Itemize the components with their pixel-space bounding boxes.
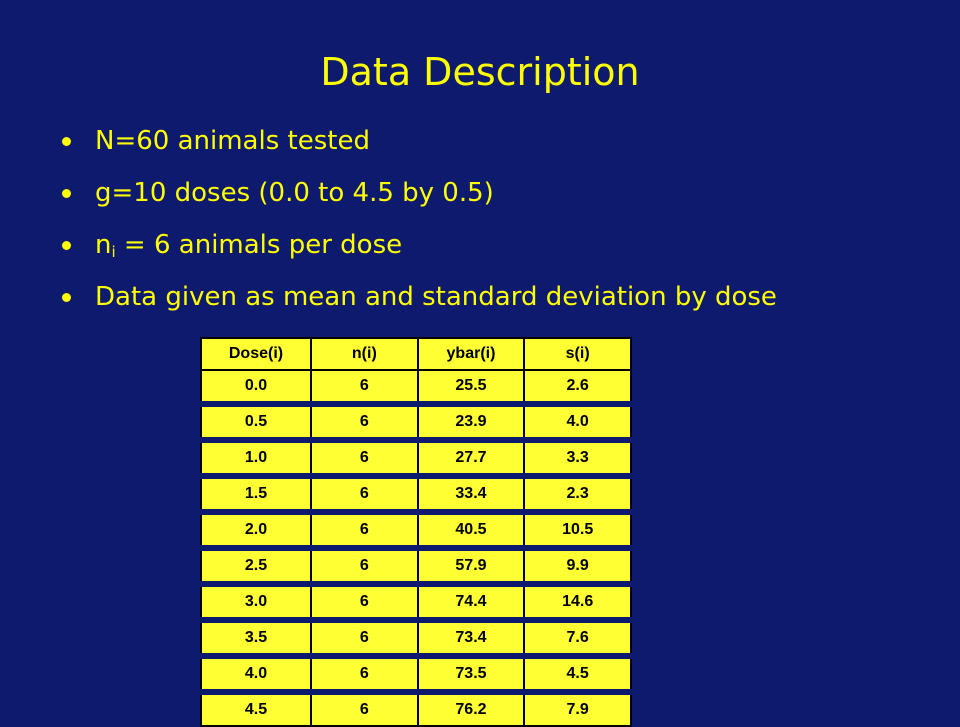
bullet-dot-icon — [62, 137, 71, 146]
bullet-text: g=10 doses (0.0 to 4.5 by 0.5) — [95, 178, 494, 208]
table-row: 1.5 6 33.4 2.3 — [200, 473, 632, 513]
table-cell: 73.5 — [416, 653, 526, 693]
table-row: 3.5 6 73.4 7.6 — [200, 617, 632, 657]
bullet-list: N=60 animals tested g=10 doses (0.0 to 4… — [62, 118, 777, 326]
table-cell: 7.6 — [523, 617, 632, 657]
table-cell: 6 — [310, 653, 419, 693]
table-cell: 27.7 — [416, 437, 526, 477]
table-cell: 4.0 — [200, 653, 312, 693]
table-cell: 6 — [310, 689, 419, 727]
table-cell: 6 — [310, 473, 419, 513]
bullet-dot-icon — [62, 241, 71, 250]
table-cell: 2.5 — [200, 545, 312, 585]
table-cell: 74.4 — [416, 581, 526, 621]
bullet-item: ni = 6 animals per dose — [62, 222, 777, 274]
slide-title: Data Description — [320, 50, 640, 94]
bullet-text-suffix: = 6 animals per dose — [115, 230, 403, 260]
table-row: 4.0 6 73.5 4.5 — [200, 653, 632, 693]
table-cell: 76.2 — [416, 689, 526, 727]
table-cell: 2.0 — [200, 509, 312, 549]
table-cell: 6 — [310, 581, 419, 621]
bullet-text-prefix: n — [95, 230, 112, 260]
table-cell: 25.5 — [416, 369, 526, 405]
table-row: 1.0 6 27.7 3.3 — [200, 437, 632, 477]
table-cell: 57.9 — [416, 545, 526, 585]
table-cell: 6 — [310, 617, 419, 657]
table-cell: 10.5 — [523, 509, 632, 549]
table-row: 2.5 6 57.9 9.9 — [200, 545, 632, 585]
table-row: 2.0 6 40.5 10.5 — [200, 509, 632, 549]
table-cell: 3.5 — [200, 617, 312, 657]
table-cell: 33.4 — [416, 473, 526, 513]
dose-table-container: Dose(i) n(i) ybar(i) s(i) 0.0 6 25.5 2.6 0.5 6 23… — [200, 337, 632, 727]
table-cell: 6 — [310, 509, 419, 549]
table-cell: 7.9 — [523, 689, 632, 727]
table-cell: 4.5 — [200, 689, 312, 727]
table-cell: 0.0 — [200, 369, 312, 405]
table-cell: 0.5 — [200, 401, 312, 441]
table-cell: 3.3 — [523, 437, 632, 477]
bullet-item: N=60 animals tested — [62, 118, 777, 170]
table-cell: 2.6 — [523, 369, 632, 405]
table-cell: 9.9 — [523, 545, 632, 585]
bullet-dot-icon — [62, 189, 71, 198]
column-header: s(i) — [523, 337, 632, 371]
column-header: ybar(i) — [416, 337, 526, 371]
bullet-text: N=60 animals tested — [95, 126, 370, 156]
dose-table: Dose(i) n(i) ybar(i) s(i) 0.0 6 25.5 2.6 0.5 6 23… — [200, 337, 632, 727]
table-row: 0.0 6 25.5 2.6 — [200, 369, 632, 405]
table-cell: 1.5 — [200, 473, 312, 513]
table-row: 3.0 6 74.4 14.6 — [200, 581, 632, 621]
table-cell: 14.6 — [523, 581, 632, 621]
bullet-text: Data given as mean and standard deviatio… — [95, 282, 777, 312]
bullet-text-subscript: i — [111, 243, 116, 261]
table-cell: 1.0 — [200, 437, 312, 477]
table-header-row: Dose(i) n(i) ybar(i) s(i) — [200, 337, 632, 371]
column-header: n(i) — [310, 337, 419, 371]
table-cell: 2.3 — [523, 473, 632, 513]
table-row: 4.5 6 76.2 7.9 — [200, 689, 632, 727]
table-row: 0.5 6 23.9 4.0 — [200, 401, 632, 441]
table-cell: 4.0 — [523, 401, 632, 441]
table-cell: 6 — [310, 437, 419, 477]
column-header: Dose(i) — [200, 337, 312, 371]
table-cell: 6 — [310, 545, 419, 585]
table-body: 0.0 6 25.5 2.6 0.5 6 23.9 4.0 1.0 6 27.7 3.3 1.5 6 33.… — [200, 369, 632, 727]
bullet-item: g=10 doses (0.0 to 4.5 by 0.5) — [62, 170, 777, 222]
bullet-item: Data given as mean and standard deviatio… — [62, 274, 777, 326]
bullet-dot-icon — [62, 293, 71, 302]
table-cell: 23.9 — [416, 401, 526, 441]
table-cell: 3.0 — [200, 581, 312, 621]
bullet-text: ni = 6 animals per dose — [95, 230, 403, 261]
table-cell: 6 — [310, 369, 419, 405]
table-cell: 4.5 — [523, 653, 632, 693]
table-cell: 6 — [310, 401, 419, 441]
table-cell: 73.4 — [416, 617, 526, 657]
table-cell: 40.5 — [416, 509, 526, 549]
